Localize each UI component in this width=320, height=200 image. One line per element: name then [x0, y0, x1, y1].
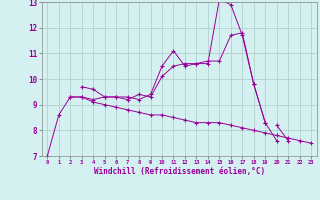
X-axis label: Windchill (Refroidissement éolien,°C): Windchill (Refroidissement éolien,°C) [94, 167, 265, 176]
